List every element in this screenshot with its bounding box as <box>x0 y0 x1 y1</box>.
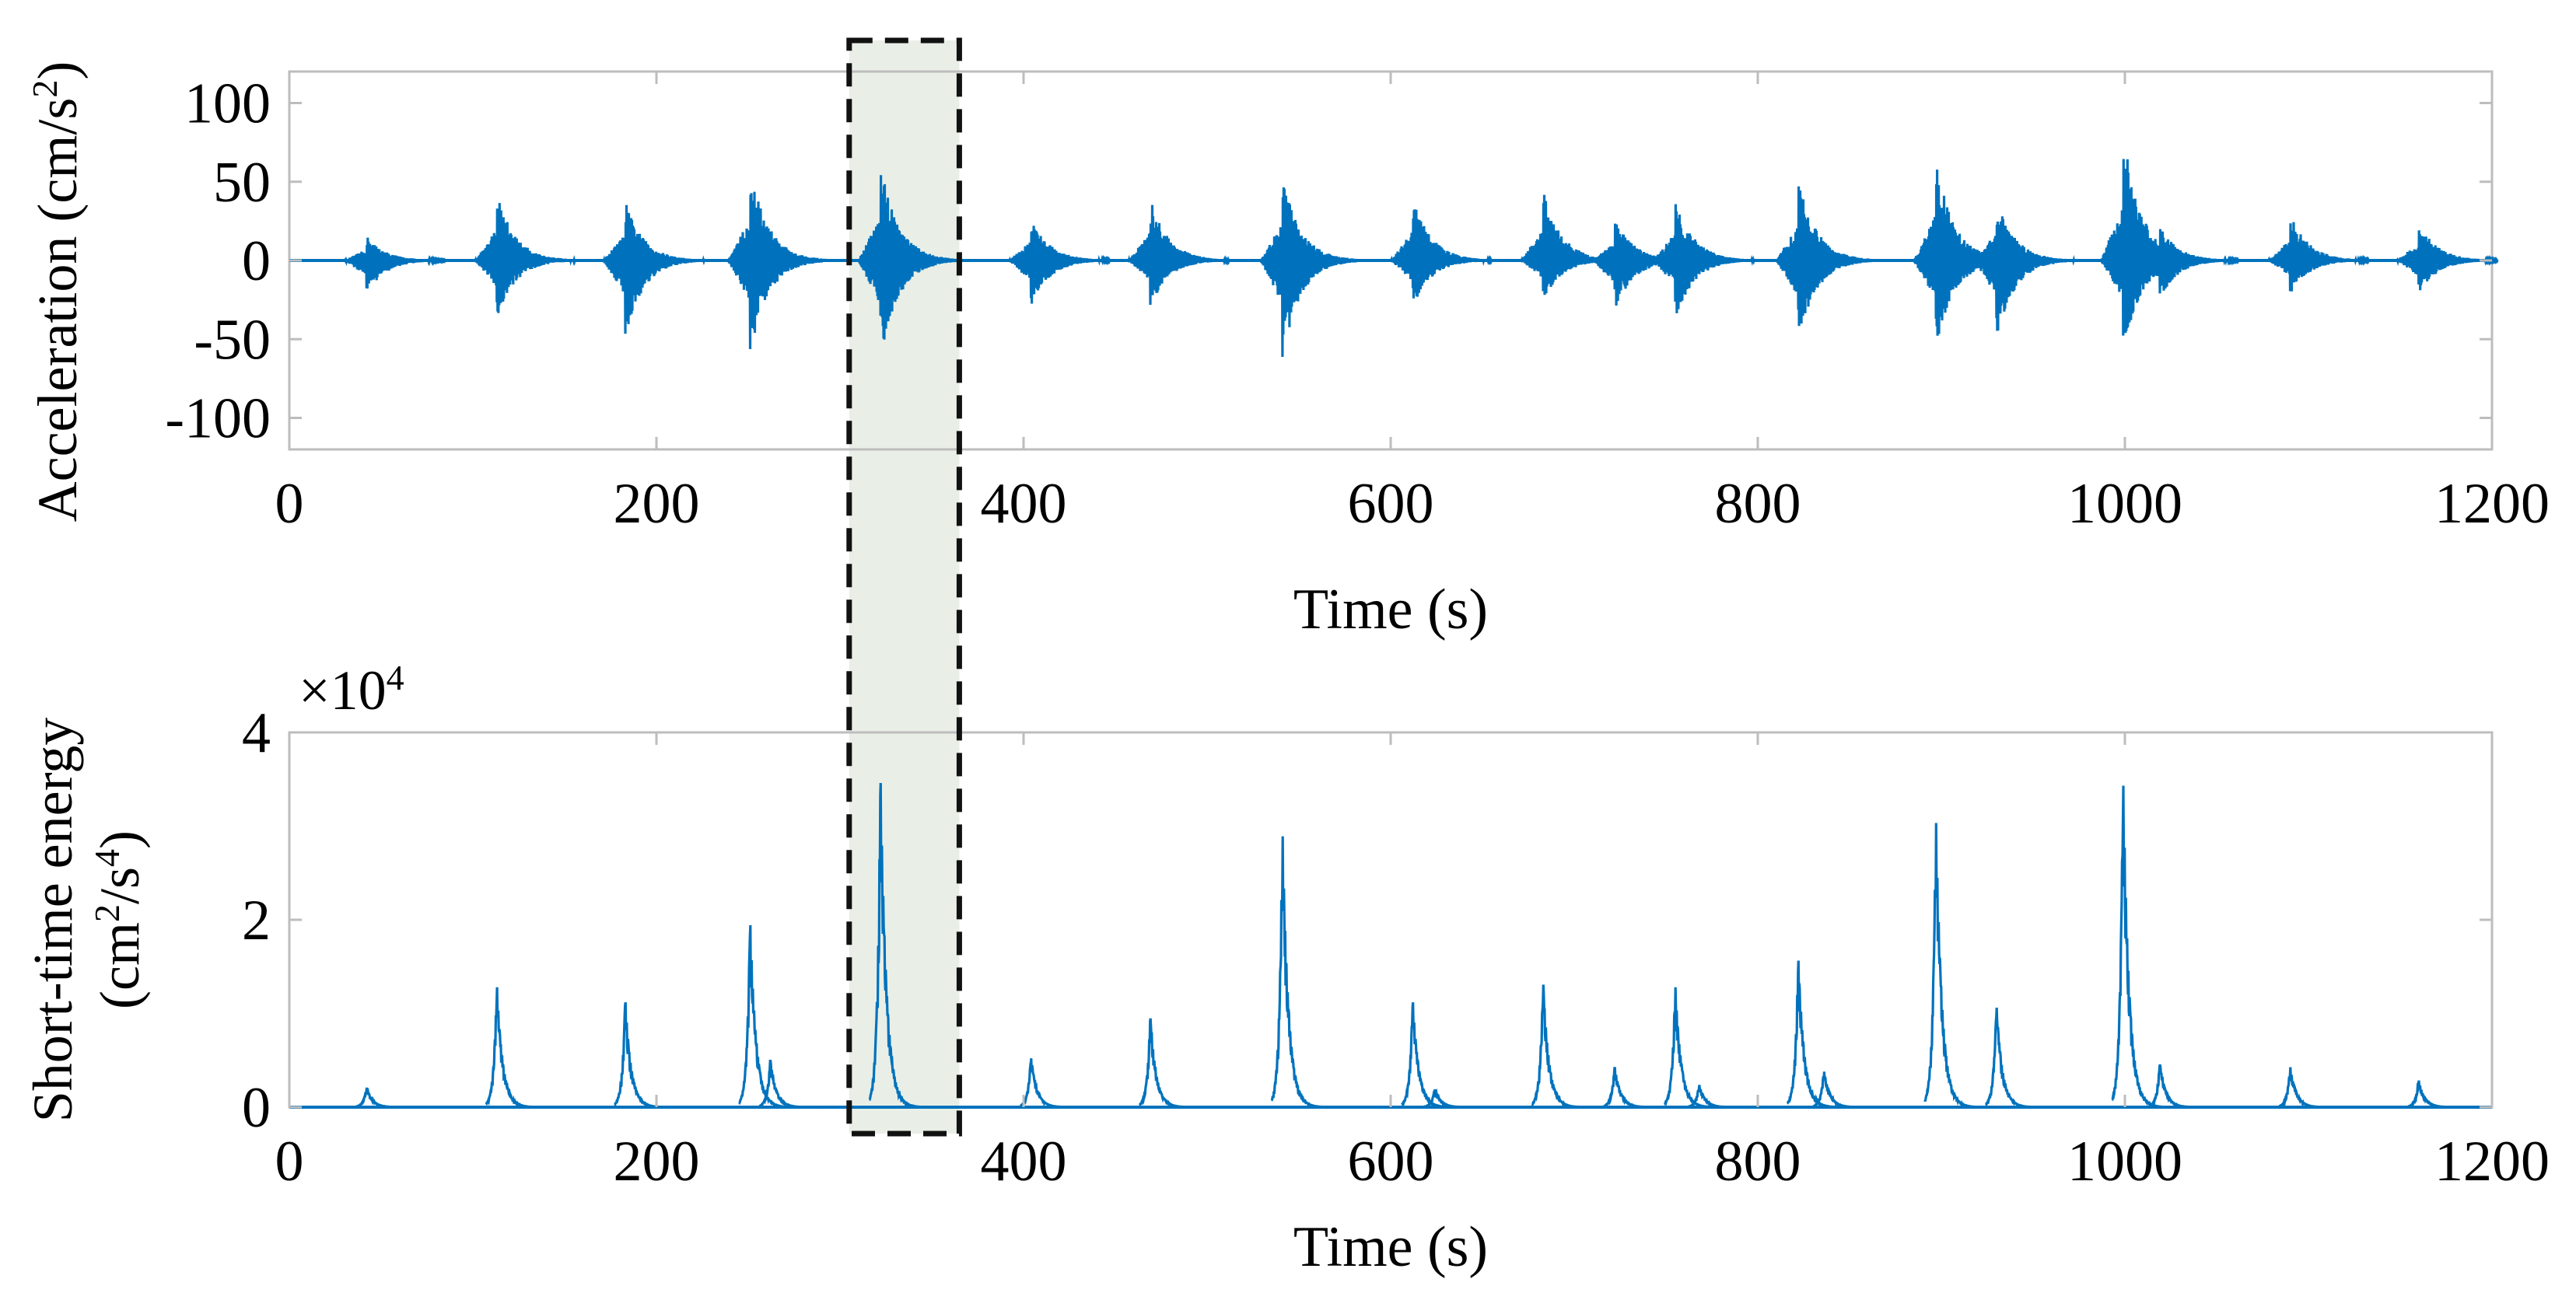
energy-y-label-sup1: 2 <box>87 904 127 922</box>
x-tick-label: 200 <box>614 472 700 536</box>
energy-y-label-sup2: 4 <box>87 849 127 867</box>
acceleration-x-axis-label: Time (s) <box>1293 578 1488 641</box>
x-tick-label: 400 <box>981 1130 1067 1193</box>
acceleration-y-ticks: 100 50 0 -50 -100 <box>165 72 2492 451</box>
energy-peak <box>1812 1071 1872 1109</box>
energy-peak <box>1603 1066 1663 1109</box>
energy-peak <box>614 1001 674 1109</box>
energy-multiplier: ×104 <box>299 658 404 722</box>
acceleration-event <box>726 191 831 350</box>
y-tick-label: -100 <box>165 387 271 451</box>
energy-y-label-a: (cm <box>89 922 151 1009</box>
acceleration-series <box>289 159 2499 358</box>
acceleration-event <box>1259 187 1363 358</box>
acceleration-event <box>857 175 961 340</box>
acceleration-event <box>1775 186 1878 327</box>
acceleration-event <box>602 204 705 334</box>
acceleration-y-label-text: Acceleration (cm/s <box>26 98 89 522</box>
energy-y-axis-label-line2: (cm2/s4) <box>87 830 152 1009</box>
acceleration-panel: 0 200 400 600 800 1000 1200 100 50 0 -50 -100 Time… <box>25 61 2550 641</box>
acceleration-event <box>1652 204 1755 313</box>
energy-peak <box>758 1060 818 1109</box>
x-tick-label: 600 <box>1348 1130 1434 1193</box>
energy-peak <box>1688 1085 1747 1109</box>
x-tick-label: 1000 <box>2067 472 2182 536</box>
energy-panel: 0 200 400 600 800 1000 1200 420 ×104 Time (s) … <box>22 658 2550 1280</box>
acceleration-event <box>2099 159 2203 336</box>
acceleration-event <box>1390 209 1493 299</box>
energy-x-ticks: 0 200 400 600 800 1000 1200 <box>275 732 2550 1193</box>
energy-y-label-b: /s <box>89 867 151 904</box>
acceleration-event <box>2137 229 2240 294</box>
acceleration-y-axis-label: Acceleration (cm/s2) <box>25 61 89 522</box>
energy-y-axis-label-line1: Short-time energy <box>22 718 84 1123</box>
x-tick-label: 200 <box>614 1130 700 1193</box>
energy-peak <box>1020 1058 1079 1109</box>
energy-y-ticks: 4 2 0 <box>242 701 2492 1140</box>
y-tick-label: -50 <box>194 308 271 372</box>
y-tick-label: 4 <box>242 701 271 765</box>
energy-peak <box>2111 785 2171 1109</box>
y-tick-label: 2 <box>242 889 271 952</box>
acceleration-event <box>1520 194 1623 295</box>
energy-peak <box>738 924 798 1109</box>
y-tick-label: 50 <box>213 151 271 215</box>
energy-peak <box>2278 1067 2338 1109</box>
highlight-border <box>846 37 962 1137</box>
energy-y-label-c: ) <box>89 830 151 849</box>
acceleration-event <box>343 237 446 289</box>
x-tick-label: 1200 <box>2434 472 2550 536</box>
energy-peak <box>1664 987 1724 1109</box>
energy-peak <box>1531 984 1591 1109</box>
energy-multiplier-sup: 4 <box>387 658 404 697</box>
acceleration-y-label-end: ) <box>26 61 89 80</box>
energy-peak <box>355 1087 415 1109</box>
x-tick-label: 1200 <box>2434 1130 2550 1193</box>
acceleration-event <box>474 203 577 313</box>
acceleration-event <box>2267 222 2371 292</box>
energy-series <box>289 783 2492 1109</box>
y-tick-label: 100 <box>184 72 271 136</box>
energy-peak <box>485 987 544 1109</box>
acceleration-event <box>1973 216 2077 331</box>
energy-plot-frame <box>288 731 2494 1109</box>
acceleration-event <box>1127 204 1230 306</box>
y-tick-label: 0 <box>242 229 271 293</box>
x-tick-label: 400 <box>981 472 1067 536</box>
energy-peak <box>2407 1080 2466 1109</box>
energy-peak <box>1401 1002 1461 1109</box>
energy-peak <box>868 783 929 1109</box>
x-tick-label: 800 <box>1715 472 1801 536</box>
energy-peak <box>1985 1008 2045 1109</box>
energy-peak <box>2148 1064 2208 1109</box>
energy-peak <box>1270 836 1331 1109</box>
y-tick-label: 0 <box>242 1076 271 1140</box>
energy-peak <box>1138 1018 1199 1109</box>
energy-peak <box>1923 823 1984 1109</box>
x-tick-label: 0 <box>275 1130 304 1193</box>
highlight-band <box>849 40 960 1134</box>
energy-x-axis-label: Time (s) <box>1293 1215 1488 1279</box>
acceleration-event <box>1008 225 1111 304</box>
x-tick-label: 800 <box>1715 1130 1801 1193</box>
acceleration-x-ticks: 0 200 400 600 800 1000 1200 <box>275 72 2550 536</box>
energy-peak <box>1786 960 1846 1109</box>
x-tick-label: 0 <box>275 472 304 536</box>
x-tick-label: 1000 <box>2067 1130 2182 1193</box>
energy-multiplier-text: ×10 <box>299 659 387 722</box>
acceleration-y-label-sup: 2 <box>25 80 65 98</box>
x-tick-label: 600 <box>1348 472 1434 536</box>
energy-peak <box>1423 1088 1482 1109</box>
